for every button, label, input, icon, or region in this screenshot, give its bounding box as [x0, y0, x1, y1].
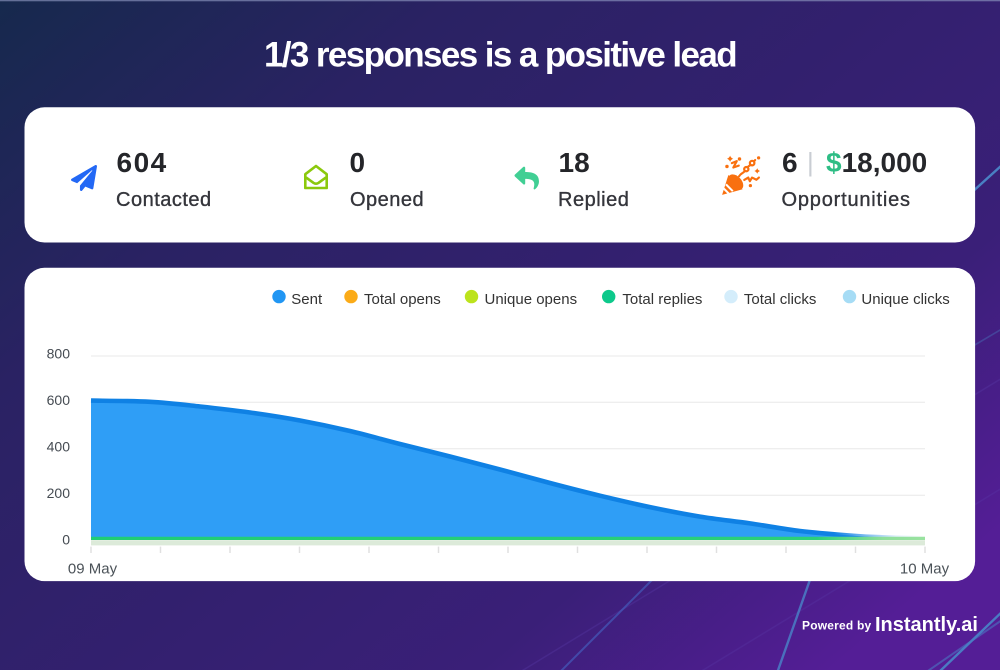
svg-text:0: 0: [350, 147, 366, 178]
svg-text:10 May: 10 May: [900, 561, 950, 578]
svg-text:Opened: Opened: [350, 189, 424, 211]
svg-text:Contacted: Contacted: [116, 189, 212, 211]
svg-text:|: |: [807, 147, 814, 177]
svg-text:Total replies: Total replies: [622, 291, 702, 308]
svg-text:0: 0: [62, 531, 70, 547]
svg-text:800: 800: [47, 346, 71, 362]
svg-text:Replied: Replied: [558, 189, 629, 211]
svg-text:6: 6: [782, 147, 798, 178]
svg-text:400: 400: [47, 439, 71, 455]
svg-text:Total clicks: Total clicks: [744, 291, 817, 308]
svg-text:$18,000: $18,000: [826, 147, 927, 178]
svg-text:Unique clicks: Unique clicks: [861, 291, 949, 308]
svg-text:Sent: Sent: [291, 291, 323, 308]
svg-text:Opportunities: Opportunities: [782, 189, 911, 211]
svg-text:1/3 responses is a positive le: 1/3 responses is a positive lead: [264, 36, 736, 75]
svg-text:18: 18: [559, 147, 590, 178]
svg-text:Total opens: Total opens: [364, 291, 441, 308]
svg-text:Instantly.ai: Instantly.ai: [875, 614, 978, 636]
svg-text:200: 200: [47, 485, 71, 501]
svg-text:604: 604: [117, 147, 168, 178]
svg-text:600: 600: [47, 392, 71, 408]
svg-text:Unique opens: Unique opens: [485, 291, 578, 308]
svg-text:Powered by: Powered by: [802, 619, 871, 633]
svg-text:09 May: 09 May: [68, 561, 118, 578]
